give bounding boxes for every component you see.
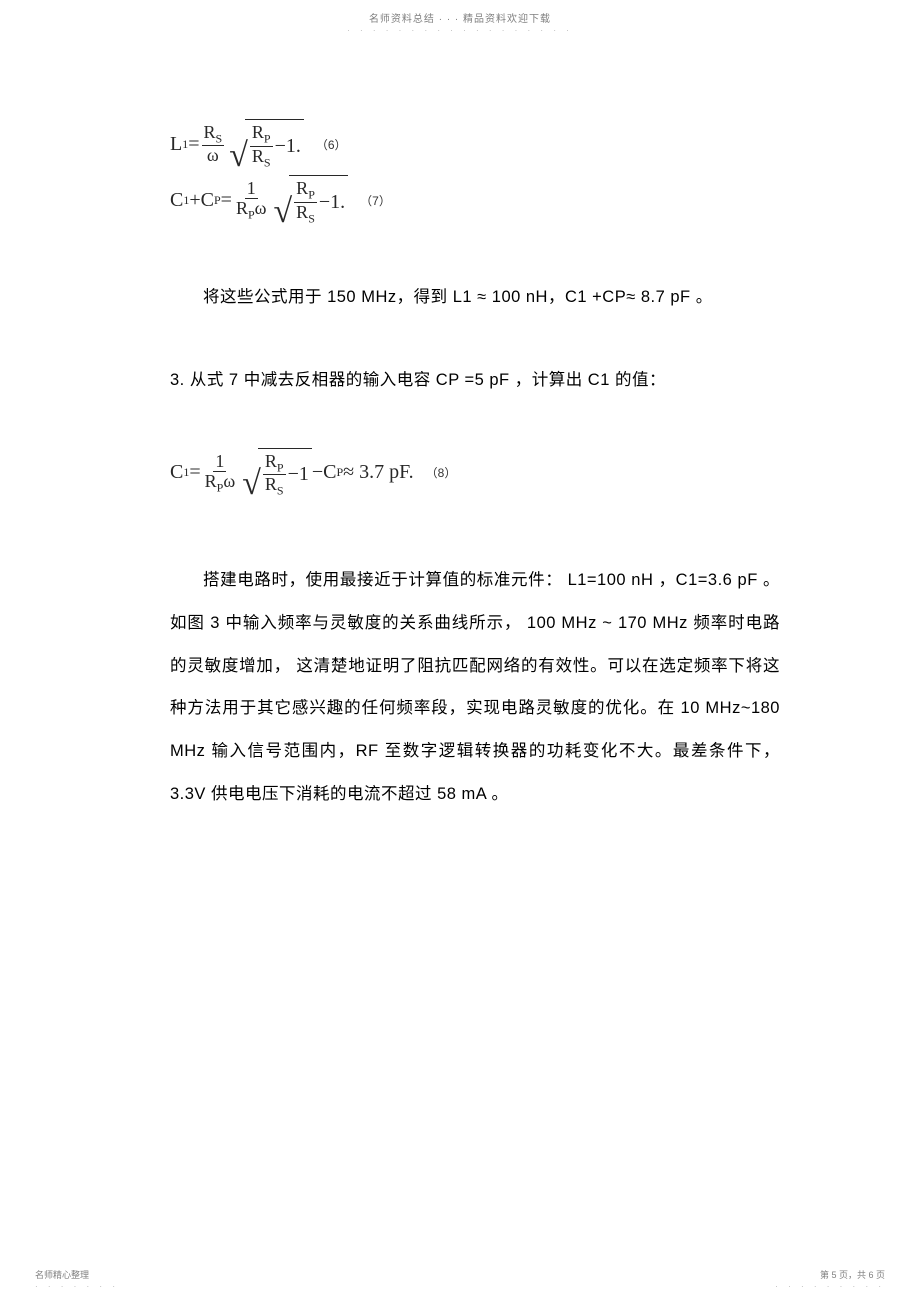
f7-lhs2: C [201, 189, 214, 212]
formula-6: L1 = RS ω √ RP RS −1. （6） C 1 + [170, 120, 780, 226]
f7-rad-num: R [296, 178, 308, 198]
f7-frac-den-sub: P [248, 207, 255, 221]
f6-frac1: RS ω [202, 123, 225, 165]
f6-minus-one: −1. [275, 135, 301, 158]
f8-lhs: C [170, 461, 183, 484]
f8-number: （8） [426, 464, 457, 481]
f7-lhs1: C [170, 189, 183, 212]
f7-rad-num-sub: P [308, 188, 315, 202]
f8-minus-cp: −C [312, 461, 337, 484]
paragraph-3: 搭建电路时，使用最接近于计算值的标准元件： L1=100 nH ，C1=3.6 … [170, 559, 780, 816]
f8-frac-den-omega: ω [223, 471, 235, 491]
footer-right: 第 5 页，共 6 页 · · · · · · · · · [775, 1268, 885, 1291]
main-content: L1 = RS ω √ RP RS −1. （6） C1 + [170, 120, 780, 816]
f7-sqrt: √ RP RS −1. [274, 175, 349, 224]
footer-left-dots: · · · · · · · [35, 1282, 119, 1291]
f6-frac1-den: ω [205, 146, 221, 165]
f6-frac1-num: R [204, 122, 216, 142]
f7-number: （7） [360, 192, 391, 209]
page-header: 名师资料总结 · · · 精品资料欢迎下载 · · · · · · · · · … [0, 10, 920, 35]
f7-minus-one: −1. [319, 191, 345, 214]
footer-right-text: 第 5 页，共 6 页 [820, 1270, 885, 1280]
footer-left: 名师精心整理 · · · · · · · [35, 1268, 119, 1291]
formula-6-expr: L1 = RS ω √ RP RS −1. （6） [170, 120, 780, 168]
f8-rad-num: R [265, 451, 277, 471]
f7-plus: + [189, 189, 200, 212]
f7-frac-num: 1 [245, 179, 258, 199]
f6-rad-num: R [252, 122, 264, 142]
f7-frac-den-omega: ω [255, 198, 267, 218]
header-dots: · · · · · · · · · · · · · · · · · · [0, 26, 920, 35]
formula-7-expr: C1 + CP = 1 RPω √ RP RS −1. （7） [170, 174, 780, 226]
f8-frac-num: 1 [213, 452, 226, 472]
f6-eq: = [188, 133, 199, 156]
f8-frac-den-r: R [205, 471, 217, 491]
f8-eq: = [189, 461, 200, 484]
f6-lhs: L [170, 133, 182, 156]
f8-rad-num-sub: P [277, 461, 284, 475]
f8-rad-den-sub: S [277, 484, 284, 498]
f8-frac: 1 RPω [203, 452, 238, 494]
f6-rad-num-sub: P [264, 132, 271, 146]
paragraph-2: 3. 从式 7 中减去反相器的输入电容 CP =5 pF ，计算出 C1 的值： [170, 359, 780, 402]
f7-rad-den-sub: S [308, 211, 315, 225]
footer-left-text: 名师精心整理 [35, 1270, 89, 1280]
footer-right-dots: · · · · · · · · · [775, 1282, 885, 1291]
f6-rad-den-sub: S [264, 155, 271, 169]
f7-frac: 1 RPω [234, 179, 269, 221]
f6-number: （6） [316, 136, 347, 153]
formula-8-expr: C1 = 1 RPω √ RP RS −1 −CP ≈ 3.7 pF. （8） [170, 447, 780, 499]
f7-frac-den-r: R [236, 198, 248, 218]
header-text: 名师资料总结 · · · 精品资料欢迎下载 [369, 14, 551, 25]
f6-rad-den: R [252, 146, 264, 166]
f7-lhs2-sub: P [214, 193, 221, 208]
formula-8: C1 = 1 RPω √ RP RS −1 −CP ≈ 3.7 pF. （8） [170, 447, 780, 499]
f8-sqrt: √ RP RS −1 [242, 448, 312, 497]
f6-frac1-num-sub: S [216, 132, 223, 146]
f6-sqrt: √ RP RS −1. [229, 119, 304, 168]
paragraph-1: 将这些公式用于 150 MHz，得到 L1 ≈ 100 nH，C1 +CP≈ 8… [170, 276, 780, 319]
f8-approx: ≈ 3.7 pF. [343, 461, 414, 484]
f7-eq: = [221, 189, 232, 212]
f8-rad-den: R [265, 474, 277, 494]
f7-rad-den: R [296, 202, 308, 222]
f8-minus-one: −1 [288, 463, 309, 486]
f8-cp-sub: P [336, 465, 343, 480]
